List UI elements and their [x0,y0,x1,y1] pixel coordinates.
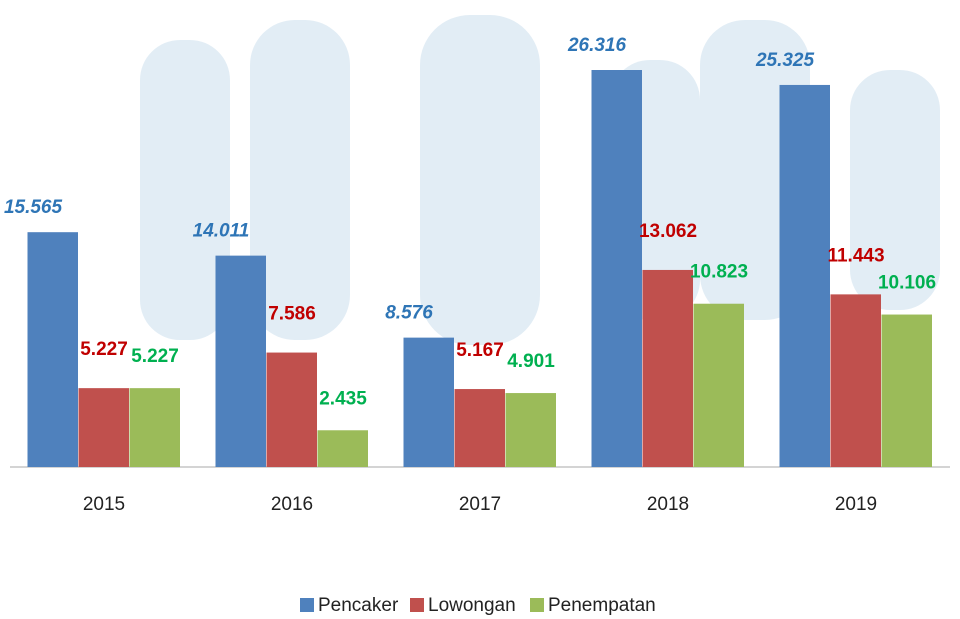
bar [693,303,744,467]
value-label: 5.227 [80,339,128,360]
bar [642,269,693,467]
bar [881,314,932,467]
x-tick-label: 2017 [459,494,501,515]
value-label: 14.011 [193,221,250,242]
bar [27,232,78,467]
legend-swatch [300,598,314,612]
bar [215,255,266,467]
value-label: 5.227 [131,346,179,367]
value-label: 25.325 [755,50,815,71]
value-label: 15.565 [4,197,63,218]
value-label: 11.443 [827,245,884,266]
legend-swatch [410,598,424,612]
bar [266,352,317,467]
bar [830,294,881,467]
value-label: 5.167 [456,340,504,361]
legend-swatch [530,598,544,612]
bar [591,70,642,467]
value-label: 8.576 [385,303,433,324]
legend-label: Pencaker [318,595,399,616]
legend-label: Penempatan [548,595,656,616]
value-label: 26.316 [567,35,627,56]
legend-label: Lowongan [428,595,516,616]
bar [317,430,368,467]
bar [403,337,454,467]
value-label: 7.586 [268,304,316,325]
bar [505,393,556,467]
bar [129,388,180,467]
value-label: 4.901 [507,351,555,372]
bar [454,389,505,467]
bar [78,388,129,467]
value-label: 13.062 [639,221,697,242]
value-label: 10.823 [690,262,748,283]
value-label: 10.106 [878,273,936,294]
bar [779,84,830,467]
x-tick-label: 2018 [647,494,689,515]
x-tick-label: 2015 [83,494,125,515]
value-label: 2.435 [319,388,367,409]
x-tick-label: 2016 [271,494,313,515]
x-tick-label: 2019 [835,494,877,515]
